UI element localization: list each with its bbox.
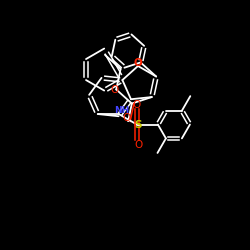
Text: O: O: [122, 113, 130, 123]
Text: O: O: [134, 58, 142, 68]
Text: O: O: [133, 100, 141, 110]
Text: S: S: [134, 120, 142, 130]
Text: NH: NH: [114, 106, 129, 114]
Text: O: O: [135, 140, 143, 150]
Text: O: O: [110, 86, 118, 96]
